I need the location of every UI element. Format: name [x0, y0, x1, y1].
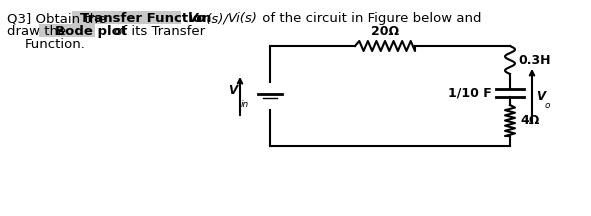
Text: V: V	[228, 84, 237, 97]
Bar	[72, 11, 181, 24]
Text: Transfer Function: Transfer Function	[80, 12, 212, 25]
Text: 0.3H: 0.3H	[518, 54, 550, 67]
Text: Bode plot: Bode plot	[55, 25, 127, 38]
Text: Vo: Vo	[188, 12, 206, 25]
Text: of the circuit in Figure below and: of the circuit in Figure below and	[258, 12, 482, 25]
Text: Q3] Obtain the: Q3] Obtain the	[7, 12, 111, 25]
Text: (s)/: (s)/	[202, 12, 228, 25]
Text: in: in	[241, 100, 249, 109]
Bar	[39, 24, 95, 37]
Text: 4Ω: 4Ω	[520, 114, 540, 127]
Text: draw the: draw the	[7, 25, 70, 38]
Text: 1/10 F: 1/10 F	[448, 86, 492, 100]
Text: Vi(s): Vi(s)	[228, 12, 258, 25]
Text: 20Ω: 20Ω	[371, 25, 399, 38]
Text: V: V	[536, 89, 545, 103]
Text: Function.: Function.	[25, 38, 86, 51]
Text: o: o	[545, 101, 550, 110]
Text: of its Transfer: of its Transfer	[110, 25, 205, 38]
